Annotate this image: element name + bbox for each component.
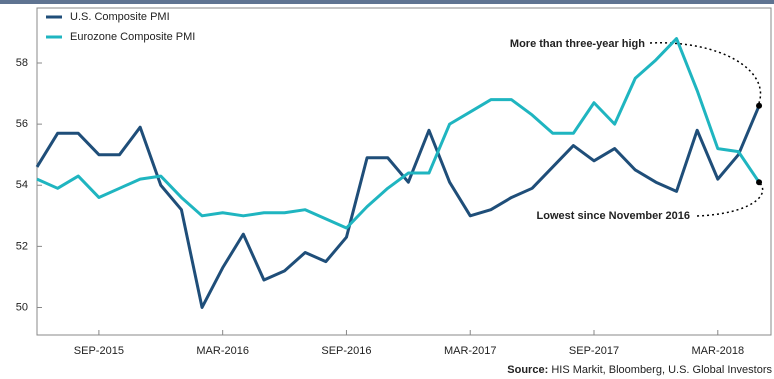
- legend-label: U.S. Composite PMI: [70, 11, 170, 23]
- annotation-leader: [649, 42, 762, 104]
- y-tick-label: 52: [16, 240, 28, 252]
- annotation: Lowest since November 2016: [537, 210, 690, 222]
- x-tick-label: MAR-2016: [196, 345, 249, 357]
- annotation-dot: [756, 179, 763, 186]
- y-tick-label: 58: [16, 57, 28, 69]
- x-tick-label: MAR-2018: [692, 345, 745, 357]
- x-tick-label: SEP-2016: [321, 345, 371, 357]
- legend-label: Eurozone Composite PMI: [70, 31, 195, 43]
- top-bar: [0, 0, 774, 4]
- series-line: [36, 37, 761, 230]
- y-tick-label: 54: [16, 179, 28, 191]
- annotation-dot: [756, 102, 763, 109]
- source-label: Source:: [507, 364, 548, 376]
- x-tick-label: MAR-2017: [444, 345, 497, 357]
- source: Source: HIS Markit, Bloomberg, U.S. Glob…: [507, 364, 772, 376]
- y-tick-label: 56: [16, 118, 28, 130]
- source-text: HIS Markit, Bloomberg, U.S. Global Inves…: [551, 364, 772, 376]
- x-tick-label: SEP-2017: [569, 345, 619, 357]
- y-tick-label: 50: [16, 301, 28, 313]
- annotation-leader: [696, 181, 764, 217]
- annotation: More than three-year high: [510, 38, 645, 50]
- series-line: [35, 105, 761, 309]
- plot-frame: [36, 7, 772, 336]
- x-tick-label: SEP-2015: [74, 345, 124, 357]
